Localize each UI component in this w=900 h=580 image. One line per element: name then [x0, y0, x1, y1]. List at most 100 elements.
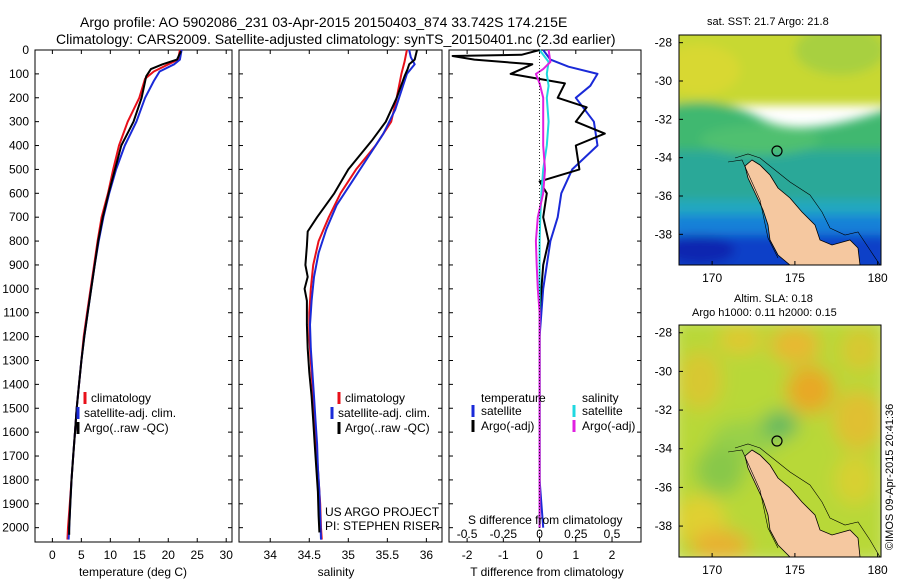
difference-plot: -2 -1 0 1 2 -0.5 -0.25 0 0.25 0.5	[451, 49, 621, 562]
s-tick-label: 0.5	[604, 527, 621, 541]
temperature-xlabel: temperature (deg C)	[79, 565, 187, 579]
depth-tick-label: 1500	[2, 401, 29, 415]
depth-tick-label: 1800	[2, 473, 29, 487]
lat-tick-label: -30	[655, 364, 673, 378]
difference-legend: temperature satellite Argo(-adj) salinit…	[468, 391, 635, 527]
x-tick-label: 0	[536, 548, 543, 562]
salinity-panel	[238, 49, 443, 543]
lat-tick-label: -38	[655, 519, 673, 533]
series-line-argo-adj	[451, 49, 606, 528]
temperature-panel	[34, 49, 233, 543]
x-tick-label: 10	[104, 548, 118, 562]
lat-tick-label: -28	[655, 326, 673, 340]
lat-tick-label: -36	[655, 189, 673, 203]
sst-isobath	[734, 153, 881, 265]
legend-label-climatology: climatology	[91, 391, 151, 405]
x-tick-label: 35	[342, 548, 356, 562]
difference-xlabel: T difference from climatology	[470, 565, 624, 579]
project-annotation: US ARGO PROJECT	[325, 505, 440, 519]
x-tick-label: -2	[462, 548, 473, 562]
lon-tick-label: 175	[785, 563, 805, 577]
x-tick-label: 34	[264, 548, 278, 562]
legend-label-argo: Argo(..raw -QC)	[84, 421, 169, 435]
lon-tick-label: 180	[868, 563, 888, 577]
legend-label-s-satellite: satellite	[582, 404, 623, 418]
lat-tick-label: -34	[655, 151, 673, 165]
depth-tick-label: 400	[9, 139, 29, 153]
sla-map-title-1: Altim. SLA: 0.18	[734, 293, 813, 305]
depth-tick-label: 2000	[2, 521, 29, 535]
x-tick-label: 36	[420, 548, 434, 562]
temperature-plot: 0 5 10 15 20 25 30	[49, 49, 234, 562]
depth-tick-label: 300	[9, 115, 29, 129]
lon-tick-label: 175	[785, 271, 805, 285]
x-tick-label: 34.5	[298, 548, 322, 562]
legend-label-t-satellite: satellite	[481, 404, 522, 418]
legend-title-salinity: salinity	[582, 391, 619, 405]
depth-tick-label: 0	[22, 43, 29, 57]
sst-argo-position-marker	[771, 145, 783, 157]
x-tick-label: 15	[133, 548, 147, 562]
s-tick-label: 0	[536, 527, 543, 541]
sla-map: Altim. SLA: 0.18 Argo h1000: 0.11 h2000:…	[655, 293, 888, 577]
sla-isobath-deep	[727, 449, 779, 549]
pi-annotation: PI: STEPHEN RISER	[325, 519, 440, 533]
sst-map: sat. SST: 21.7 Argo: 21.8 -28 -30 -32 -34 -3…	[655, 16, 888, 285]
legend-label-argo: Argo(..raw -QC)	[345, 421, 430, 435]
sst-isobath-deep	[727, 159, 779, 259]
series-line-argo-raw-qc	[303, 49, 418, 533]
sla-map-frame	[678, 324, 882, 558]
sst-map-title: sat. SST: 21.7 Argo: 21.8	[707, 16, 829, 28]
lon-tick-label: 170	[702, 271, 722, 285]
series-line-satellite-adj-clim	[309, 49, 416, 540]
depth-tick-label: 500	[9, 162, 29, 176]
sla-lon-ticks: 170 175 180	[702, 553, 888, 577]
legend-label-s-argo: Argo(-adj)	[582, 419, 635, 433]
sst-map-frame	[678, 34, 882, 266]
sla-map-title-2: Argo h1000: 0.11 h2000: 0.15	[692, 307, 837, 319]
x-tick-label: 2	[609, 548, 616, 562]
lat-tick-label: -38	[655, 227, 673, 241]
depth-tick-label: 1100	[3, 306, 29, 320]
lat-tick-label: -28	[655, 36, 673, 50]
sla-lat-ticks: -28 -30 -32 -34 -36 -38	[655, 326, 683, 533]
depth-axis: 0 100 200 300 400 500 600 700 800 900 1000 1100 1200…	[2, 43, 641, 535]
legend-title-temperature: temperature	[481, 391, 546, 405]
lat-tick-label: -32	[655, 403, 673, 417]
depth-tick-label: 1200	[2, 330, 29, 344]
depth-tick-label: 1000	[2, 282, 29, 296]
temperature-legend: climatology satellite-adj. clim. Argo(..…	[76, 391, 176, 435]
lon-tick-label: 180	[868, 271, 888, 285]
depth-tick-label: 100	[9, 67, 29, 81]
salinity-xlabel: salinity	[318, 565, 355, 579]
depth-tick-label: 600	[9, 186, 29, 200]
depth-tick-label: 700	[9, 210, 29, 224]
salinity-legend: climatology satellite-adj. clim. Argo(..…	[325, 391, 440, 533]
x-tick-label: 25	[191, 548, 205, 562]
legend-label-satellite: satellite-adj. clim.	[338, 406, 430, 420]
salinity-plot: 34 34.5 35 35.5 36	[264, 49, 434, 562]
x-tick-label: 1	[572, 548, 579, 562]
depth-tick-label: 1400	[2, 377, 29, 391]
depth-tick-label: 800	[9, 234, 29, 248]
sla-argo-position-marker	[771, 435, 783, 447]
x-tick-label: 0	[49, 548, 56, 562]
depth-tick-label: 1600	[2, 425, 29, 439]
s-tick-label: -0.25	[490, 527, 518, 541]
s-tick-label: 0.25	[564, 527, 588, 541]
series-line-climatology	[66, 49, 181, 540]
x-tick-label: 20	[162, 548, 176, 562]
series-line-climatology	[308, 49, 408, 540]
lon-tick-label: 170	[702, 563, 722, 577]
s-tick-label: -0.5	[457, 527, 478, 541]
depth-tick-label: 900	[9, 258, 29, 272]
depth-tick-label: 200	[9, 91, 29, 105]
series-line-argo-raw-qc	[68, 50, 182, 535]
title-line-1: Argo profile: AO 5902086_231 03-Apr-2015…	[80, 14, 567, 30]
series-line-argo-adj	[534, 49, 552, 528]
imos-timestamp: ©IMOS 09-Apr-2015 20:41:36	[884, 404, 896, 550]
lat-tick-label: -34	[655, 442, 673, 456]
x-tick-label: 30	[220, 548, 234, 562]
x-tick-label: -1	[498, 548, 509, 562]
